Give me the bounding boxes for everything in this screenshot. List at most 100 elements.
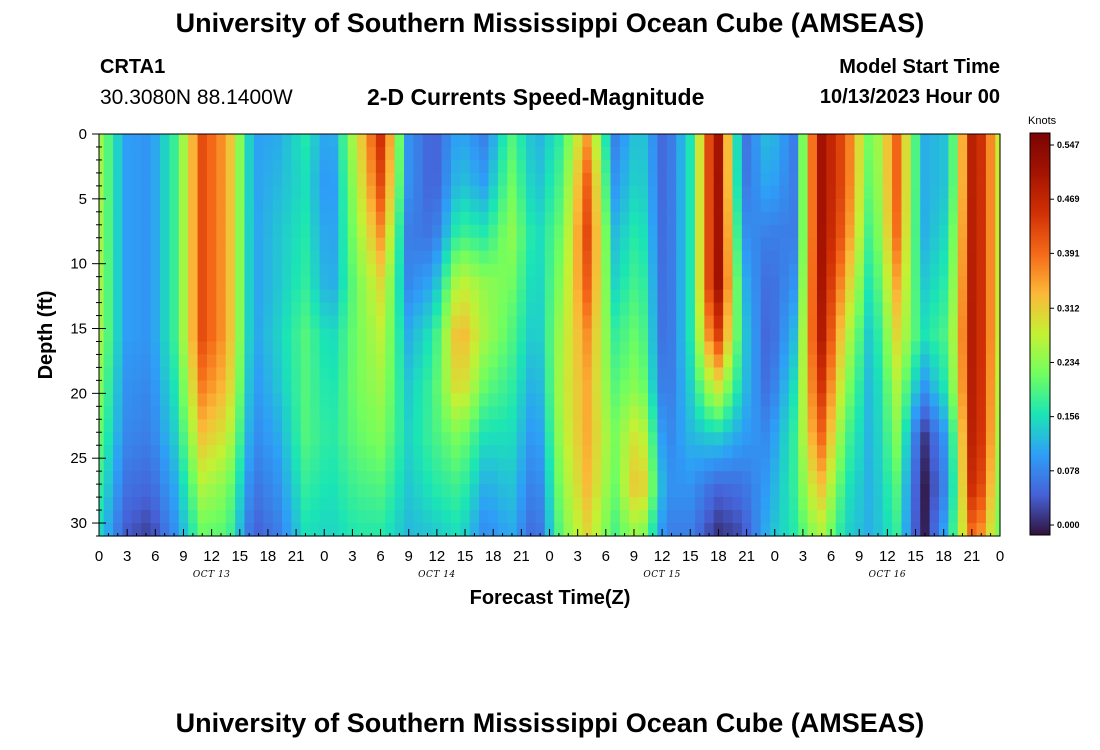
heatmap-cell <box>582 134 593 148</box>
heatmap-cell <box>760 211 771 226</box>
heatmap-cell <box>357 445 368 459</box>
heatmap-cell <box>319 458 330 472</box>
heatmap-cell <box>901 406 912 420</box>
x-tick-label: 3 <box>123 548 131 565</box>
heatmap-cell <box>863 315 874 330</box>
heatmap-cell <box>394 497 405 511</box>
heatmap-cell <box>103 134 114 148</box>
heatmap-cell <box>610 510 621 524</box>
heatmap-cell <box>328 445 339 459</box>
heatmap-cell <box>638 302 649 317</box>
heatmap-cell <box>882 341 893 356</box>
heatmap-cell <box>723 159 734 174</box>
heatmap-cell <box>197 419 208 433</box>
heatmap-cell <box>404 380 415 394</box>
heatmap-cell <box>178 263 189 278</box>
heatmap-cell <box>338 289 349 304</box>
heatmap-cell <box>160 250 170 265</box>
heatmap-cell <box>835 211 846 226</box>
heatmap-cell <box>732 302 743 317</box>
heatmap-cell <box>422 380 433 394</box>
heatmap-cell <box>610 393 621 407</box>
heatmap-cell <box>619 510 630 524</box>
heatmap-cell <box>197 134 208 148</box>
heatmap-cell <box>976 211 987 226</box>
heatmap-cell <box>178 406 189 420</box>
heatmap-cell <box>103 302 114 317</box>
heatmap-cell <box>319 302 330 317</box>
heatmap-cell <box>328 510 339 524</box>
heatmap-cell <box>169 250 180 265</box>
heatmap-cell <box>751 276 762 291</box>
heatmap-cell <box>432 276 443 291</box>
heatmap-cell <box>375 146 386 161</box>
heatmap-cell <box>488 289 499 304</box>
heatmap-cell <box>291 134 302 148</box>
heatmap-cell <box>516 198 527 213</box>
heatmap-cell <box>544 289 555 304</box>
heatmap-cell <box>206 328 217 343</box>
heatmap-cell <box>610 497 621 511</box>
heatmap-cell <box>619 497 630 511</box>
heatmap-cell <box>863 497 874 511</box>
heatmap-cell <box>863 432 874 446</box>
heatmap-cell <box>967 341 978 356</box>
heatmap-cell <box>563 380 574 394</box>
heatmap-cell <box>263 484 274 498</box>
heatmap-cell <box>601 237 612 252</box>
heatmap-cell <box>967 198 978 213</box>
heatmap-cell <box>920 367 931 381</box>
heatmap-cell <box>338 134 349 148</box>
heatmap-cell <box>113 484 124 498</box>
heatmap-cell <box>150 341 161 356</box>
heatmap-cell <box>563 289 574 304</box>
heatmap-cell <box>563 341 574 356</box>
heatmap-cell <box>253 523 264 537</box>
heatmap-cell <box>873 289 884 304</box>
heatmap-cell <box>779 432 790 446</box>
heatmap-cell <box>160 237 170 252</box>
heatmap-cell <box>535 458 546 472</box>
heatmap-cell <box>385 354 396 369</box>
heatmap-cell <box>779 302 790 317</box>
heatmap-cell <box>910 185 921 200</box>
heatmap-cell <box>432 224 443 239</box>
heatmap-cell <box>788 393 799 407</box>
heatmap-cell <box>216 445 227 459</box>
heatmap-cell <box>995 211 1001 226</box>
heatmap-cell <box>282 510 293 524</box>
heatmap-cell <box>863 224 874 239</box>
heatmap-cell <box>610 172 621 187</box>
heatmap-cell <box>197 211 208 226</box>
heatmap-cell <box>263 250 274 265</box>
heatmap-cell <box>169 341 180 356</box>
heatmap-cell <box>253 237 264 252</box>
heatmap-cell <box>225 471 236 485</box>
heatmap-cell <box>178 134 189 148</box>
heatmap-cell <box>666 185 677 200</box>
heatmap-cell <box>544 198 555 213</box>
heatmap-cell <box>920 198 931 213</box>
heatmap-cell <box>601 406 612 420</box>
heatmap-cell <box>507 484 518 498</box>
heatmap-cell <box>929 185 940 200</box>
heatmap-cell <box>910 471 921 485</box>
heatmap-cell <box>770 159 781 174</box>
heatmap-cell <box>99 172 105 187</box>
heatmap-cell <box>113 419 124 433</box>
heatmap-cell <box>882 445 893 459</box>
heatmap-cell <box>563 497 574 511</box>
heatmap-cell <box>535 354 546 369</box>
heatmap-cell <box>160 432 170 446</box>
heatmap-cell <box>206 250 217 265</box>
heatmap-cell <box>854 328 865 343</box>
heatmap-cell <box>976 419 987 433</box>
heatmap-cell <box>375 134 386 148</box>
heatmap-cell <box>188 134 199 148</box>
heatmap-cell <box>901 289 912 304</box>
heatmap-cell <box>479 185 490 200</box>
heatmap-cell <box>882 146 893 161</box>
heatmap-cell <box>206 406 217 420</box>
heatmap-cell <box>938 432 949 446</box>
heatmap-cell <box>929 497 940 511</box>
